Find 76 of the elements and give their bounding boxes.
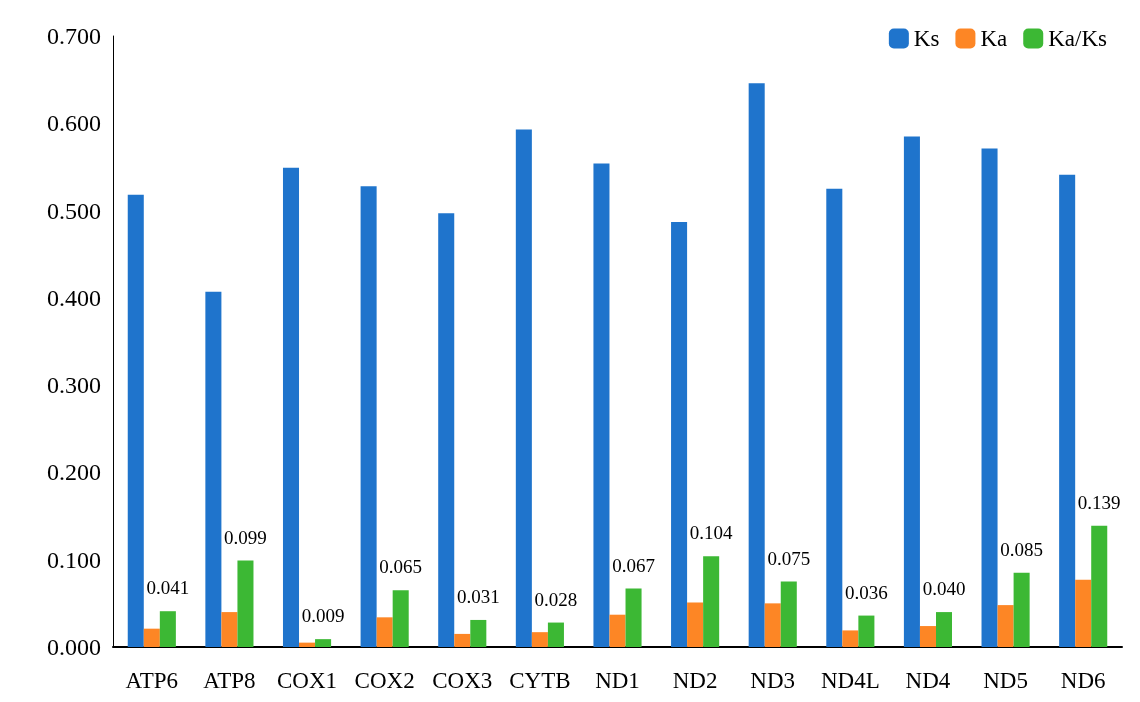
bar: [205, 291, 222, 647]
data-label: 0.028: [534, 588, 578, 610]
legend-label: Ka/Ks: [1048, 26, 1108, 51]
data-label: 0.099: [224, 526, 267, 548]
x-tick-label: ND5: [983, 668, 1028, 693]
x-tick-label: ND2: [672, 668, 718, 693]
data-label: 0.031: [456, 585, 500, 607]
data-label: 0.036: [845, 581, 888, 603]
y-tick-label: 0.400: [47, 284, 101, 311]
y-tick-label: 0.300: [47, 372, 101, 399]
bar: [438, 213, 455, 647]
x-tick-label: COX2: [354, 668, 415, 693]
x-tick-label: ND3: [750, 668, 796, 693]
bar: [981, 148, 998, 647]
y-tick-label: 0.200: [47, 459, 101, 486]
bar: [593, 163, 610, 647]
bar: [625, 588, 642, 647]
data-label: 0.067: [612, 554, 655, 576]
data-label: 0.085: [1000, 538, 1043, 560]
bar: [1013, 572, 1030, 647]
x-tick-label: ND1: [595, 668, 640, 693]
bar: [237, 560, 254, 647]
bar: [609, 614, 626, 647]
bar: [703, 556, 720, 647]
x-tick-label: ATP6: [125, 668, 179, 693]
bar: [919, 626, 936, 647]
bar: [826, 188, 843, 647]
bar: [1059, 174, 1076, 647]
data-label: 0.041: [146, 577, 190, 599]
bar: [1091, 525, 1108, 647]
bar: [748, 83, 765, 647]
x-tick-label: ND6: [1060, 668, 1106, 693]
bar: [221, 612, 238, 647]
data-label: 0.139: [1077, 491, 1121, 513]
x-tick-label: ND4: [905, 668, 951, 693]
bar: [531, 632, 548, 647]
bar: [376, 617, 393, 647]
bar: [842, 630, 859, 647]
legend-label: Ka: [980, 26, 1008, 51]
bar: [515, 129, 532, 647]
y-tick-label: 0.100: [47, 546, 101, 573]
bar: [547, 622, 564, 647]
y-tick-label: 0.000: [47, 634, 101, 660]
y-tick-label: 0.600: [47, 110, 101, 137]
bar: [997, 605, 1014, 647]
x-tick-label: CYTB: [509, 668, 571, 693]
data-label: 0.104: [689, 522, 734, 544]
bar: [143, 628, 160, 647]
y-tick-label: 0.700: [47, 23, 101, 49]
data-label: 0.040: [922, 578, 966, 600]
bar: [687, 602, 704, 647]
bar: [392, 590, 409, 647]
bar: [282, 167, 300, 647]
x-tick-label: ND4L: [820, 668, 880, 693]
bar: [1075, 579, 1092, 647]
data-label: 0.009: [301, 605, 345, 627]
bar: [935, 612, 953, 647]
bar: [159, 611, 176, 647]
bar: [470, 619, 487, 647]
x-tick-label: ATP8: [203, 668, 256, 693]
bar: [764, 603, 781, 647]
bar: [315, 639, 332, 647]
bar: [299, 642, 316, 647]
bar: [360, 186, 377, 647]
bar: [454, 633, 471, 647]
data-label: 0.075: [767, 547, 811, 569]
bar: [671, 221, 688, 647]
legend-label: Ks: [913, 26, 940, 51]
x-tick-label: COX1: [277, 668, 338, 693]
x-tick-label: COX3: [432, 668, 493, 693]
bar: [858, 615, 875, 647]
bar: [780, 581, 797, 647]
data-label: 0.065: [379, 556, 423, 578]
bar: [127, 194, 144, 647]
bar: [903, 136, 920, 647]
y-tick-label: 0.500: [47, 197, 101, 224]
